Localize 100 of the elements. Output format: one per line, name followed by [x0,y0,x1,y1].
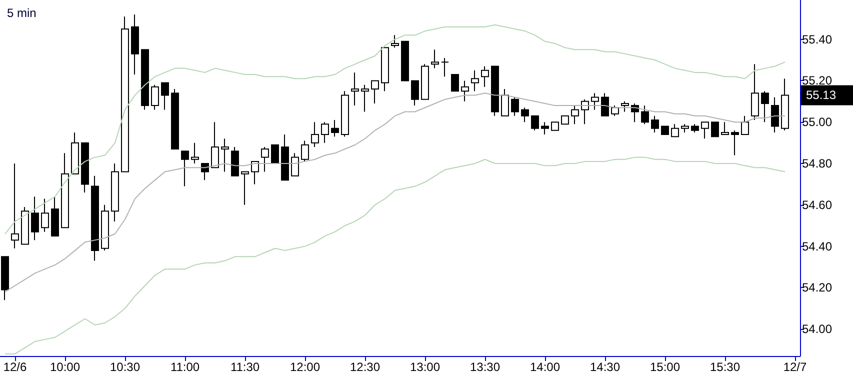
candlestick [711,122,719,138]
candlestick [31,196,39,241]
candlestick [381,47,389,92]
x-tick-label: 13:00 [410,360,440,374]
line-series [4,156,786,354]
candlestick [771,96,779,133]
candlestick [231,146,239,176]
candlestick [151,84,159,110]
candlestick [341,90,349,138]
line-series [4,92,786,292]
candlestick [441,57,449,78]
candlestick [241,171,249,206]
candlestick [431,49,439,69]
text: 5 min [7,6,36,20]
candlestick [211,122,219,168]
candlestick [561,115,569,125]
candlestick [601,92,609,116]
candlestick [611,105,619,116]
candlestick [591,92,599,110]
candlestick [41,198,49,232]
candlestick [411,80,419,106]
candlestick [371,80,379,104]
y-tick-label: 54.20 [802,280,832,295]
candlestick [101,204,109,251]
x-tick-label: 12:00 [290,360,320,374]
candlestick [221,138,229,172]
candlestick [511,96,519,116]
candlestick [301,140,309,162]
x-tick-label: 11:00 [170,360,200,374]
candlestick [81,142,89,193]
candlestick [701,122,709,140]
candlestick [21,206,29,245]
candlestick [451,74,459,92]
candlestick [11,163,19,249]
y-tick-label: 55.40 [802,32,832,46]
candlestick [161,82,169,110]
candlestick [621,100,629,112]
candlestick [91,175,99,262]
x-tick-label: 15:00 [650,360,680,374]
candlestick [421,64,429,100]
candlestick [311,122,319,148]
candlestick [251,160,259,185]
candlestick [721,122,729,136]
candlestick [331,120,339,138]
x-tick-label: 12/7 [783,360,807,374]
candlestick [751,64,759,121]
candlestick [541,122,549,136]
y-tick-label: 54.40 [802,239,832,254]
candlestick [531,115,539,131]
candlestick [781,78,789,131]
candlestick [681,124,689,133]
candlestick [171,88,179,150]
y-tick-label: 55.00 [802,115,832,130]
x-tick-label: 14:00 [530,360,560,374]
x-tick-label: 10:00 [50,360,80,374]
y-tick-label: 55.20 [802,74,832,88]
candlestick [191,142,199,164]
candlestick [741,115,749,136]
candlestick [111,163,119,222]
candlestick [261,146,269,172]
candlestick [281,134,289,181]
candlestick [51,196,59,236]
candlestick [691,124,699,133]
y-tick-label: 54.00 [802,322,832,336]
candlestick [671,124,679,138]
candlestick [141,49,149,110]
candlestick [581,98,589,125]
candlestick [61,152,69,228]
text: 55.13 [806,88,836,102]
y-tick-label: 54.80 [802,156,832,171]
candlestick [461,80,469,102]
candlestick [351,72,359,106]
candlestick [571,105,579,125]
candlestick [521,107,529,123]
candlestick [181,150,189,187]
x-tick-label: 14:30 [590,360,620,374]
candlestick [761,90,769,123]
candlestick [271,144,279,164]
candlestick [391,34,399,48]
candlestick [1,256,9,301]
candlestick [551,122,559,131]
x-tick-label: 12:30 [350,360,380,374]
y-tick-label: 54.60 [802,198,832,212]
x-tick-label: 10:30 [110,360,140,374]
candlestick [361,84,369,112]
candlestick [291,152,299,176]
candlestick [651,115,659,133]
candlestick [471,70,479,92]
candlestick [661,126,669,136]
candlestick [131,14,139,76]
candlestick [491,66,499,116]
x-tick-label: 11:30 [230,360,260,374]
candlestick [641,105,649,125]
candlestick [321,122,329,144]
candlestick [401,40,409,82]
x-tick-label: 12/6 [3,360,27,374]
x-tick-label: 15:30 [710,360,740,374]
candlestick [501,88,509,116]
candlestick [121,16,129,172]
line-series [4,24,786,234]
